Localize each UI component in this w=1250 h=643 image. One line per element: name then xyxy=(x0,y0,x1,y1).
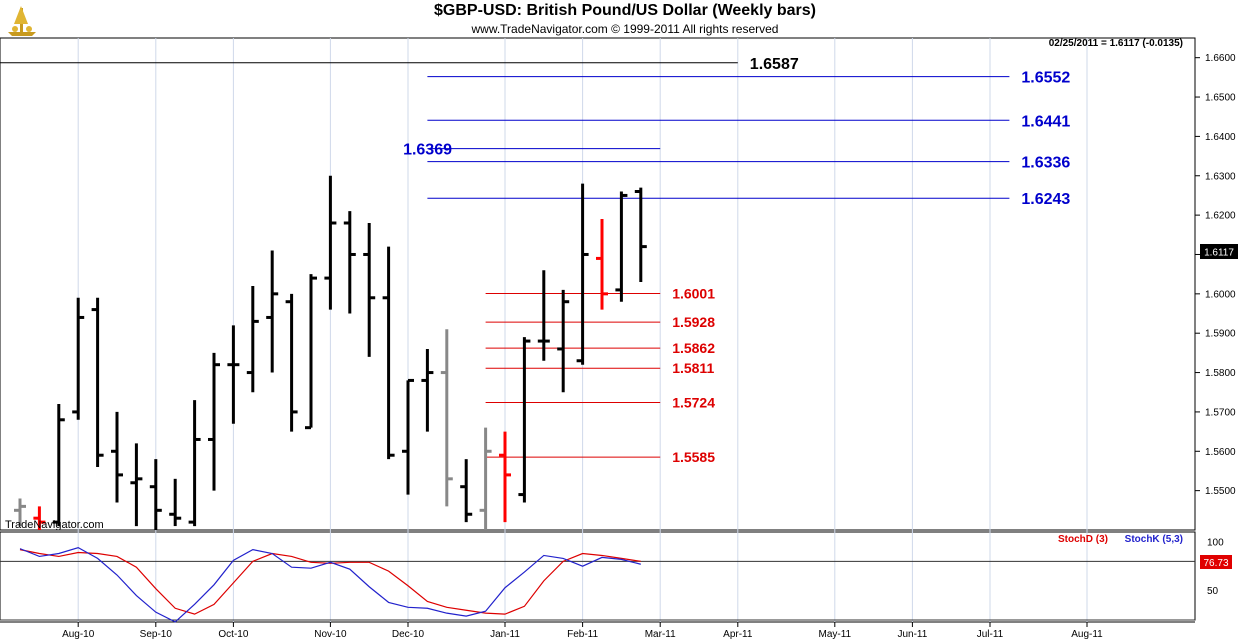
price-level-label: 1.6552 xyxy=(1021,70,1070,87)
ohlc-bar xyxy=(149,459,162,530)
price-level-label: 1.5811 xyxy=(672,360,714,376)
ohlc-bar xyxy=(14,498,26,527)
price-level-label: 1.6369 xyxy=(403,142,452,159)
x-tick-label: Jul-11 xyxy=(977,629,1004,640)
ohlc-bar xyxy=(266,250,279,373)
y-tick-label: 1.6200 xyxy=(1205,211,1236,222)
ohlc-bar xyxy=(130,443,143,527)
price-level-label: 1.6587 xyxy=(750,56,799,73)
x-tick-label: Jan-11 xyxy=(490,629,520,640)
ohlc-bar xyxy=(208,352,220,491)
ohlc-bar xyxy=(576,183,589,365)
ohlc-bar xyxy=(91,297,104,468)
chart-title: $GBP-USD: British Pound/US Dollar (Weekl… xyxy=(434,2,816,19)
y-tick-label: 1.6500 xyxy=(1205,93,1236,104)
stochastic-y-tick-label: 100 xyxy=(1207,537,1224,548)
y-tick-label: 1.5500 xyxy=(1205,486,1236,497)
price-panel-frame xyxy=(0,37,1196,531)
ohlc-bar xyxy=(111,411,123,503)
price-level-label: 1.6001 xyxy=(672,285,715,301)
ohlc-bar xyxy=(634,187,647,283)
price-level-label: 1.5724 xyxy=(672,394,715,410)
ohlc-bar xyxy=(343,211,356,314)
ohlc-bar xyxy=(246,285,259,393)
y-tick-label: 1.6600 xyxy=(1205,53,1236,64)
ohlc-bar xyxy=(169,478,182,527)
ohlc-bar xyxy=(499,431,511,523)
price-level-label: 1.5585 xyxy=(672,449,715,465)
ohlc-bar xyxy=(460,459,473,523)
ohlc-bar xyxy=(305,274,317,430)
chart-subtitle: www.TradeNavigator.com © 1999-2011 All r… xyxy=(471,22,779,36)
x-tick-label: Jun-11 xyxy=(897,629,927,640)
ohlc-bar xyxy=(596,219,608,310)
ohlc-bar xyxy=(440,329,453,507)
trade-navigator-logo-icon xyxy=(8,6,36,36)
ohlc-bar xyxy=(537,270,550,361)
x-tick-label: Feb-11 xyxy=(567,629,598,640)
last-price-label: 1.6117 xyxy=(1204,248,1234,259)
y-tick-label: 1.5600 xyxy=(1205,447,1236,458)
ohlc-bar xyxy=(363,222,376,357)
ohlc-bar xyxy=(615,191,628,302)
last-price-box xyxy=(1200,244,1238,259)
y-tick-label: 1.5900 xyxy=(1205,329,1236,340)
y-tick-label: 1.5800 xyxy=(1205,368,1236,379)
ohlc-bar xyxy=(421,348,434,432)
stochastic-y-tick-label: 50 xyxy=(1207,586,1219,597)
x-tick-label: Mar-11 xyxy=(645,629,676,640)
ohlc-bar xyxy=(479,427,492,530)
x-tick-label: Nov-10 xyxy=(314,629,347,640)
price-level-label: 1.5928 xyxy=(672,314,715,330)
y-tick-label: 1.5700 xyxy=(1205,407,1236,418)
ohlc-bar xyxy=(285,293,298,432)
ohlc-bar xyxy=(324,175,337,310)
y-tick-label: 1.6000 xyxy=(1205,289,1236,300)
stochastic-value-label: 76.73 xyxy=(1203,558,1228,569)
ohlc-bar xyxy=(33,506,46,530)
legend-stoch-d: StochD (3) xyxy=(1058,534,1108,545)
x-tick-label: Dec-10 xyxy=(392,629,425,640)
ohlc-bar xyxy=(72,297,85,420)
ohlc-bar xyxy=(557,289,570,393)
ohlc-bar xyxy=(52,404,65,527)
x-tick-label: Aug-11 xyxy=(1071,629,1103,640)
x-tick-label: Oct-10 xyxy=(218,629,248,640)
y-tick-label: 1.6400 xyxy=(1205,132,1236,143)
price-level-label: 1.6441 xyxy=(1021,113,1070,130)
price-level-label: 1.5862 xyxy=(672,340,715,356)
legend-stoch-k: StochK (5,3) xyxy=(1125,534,1183,545)
status-readout: 02/25/2011 = 1.6117 (-0.0135) xyxy=(1049,38,1183,49)
ohlc-bar xyxy=(382,246,395,460)
ohlc-bar xyxy=(518,337,531,503)
ohlc-bar xyxy=(227,325,240,424)
stochastic-panel-frame xyxy=(0,531,1196,621)
watermark-text: TradeNavigator.com xyxy=(5,519,104,531)
y-tick-label: 1.6300 xyxy=(1205,171,1236,182)
stochastic-series-line xyxy=(19,546,641,623)
ohlc-bar xyxy=(188,400,201,527)
x-tick-label: May-11 xyxy=(818,629,851,640)
price-level-label: 1.6243 xyxy=(1021,191,1070,208)
x-tick-label: Sep-10 xyxy=(140,629,173,640)
price-level-label: 1.6336 xyxy=(1021,155,1070,172)
ohlc-bar xyxy=(402,378,414,495)
x-tick-label: Apr-11 xyxy=(723,629,753,640)
x-tick-label: Aug-10 xyxy=(62,629,95,640)
stochastic-value-box xyxy=(1200,555,1232,569)
stochastic-series-line xyxy=(19,549,641,615)
